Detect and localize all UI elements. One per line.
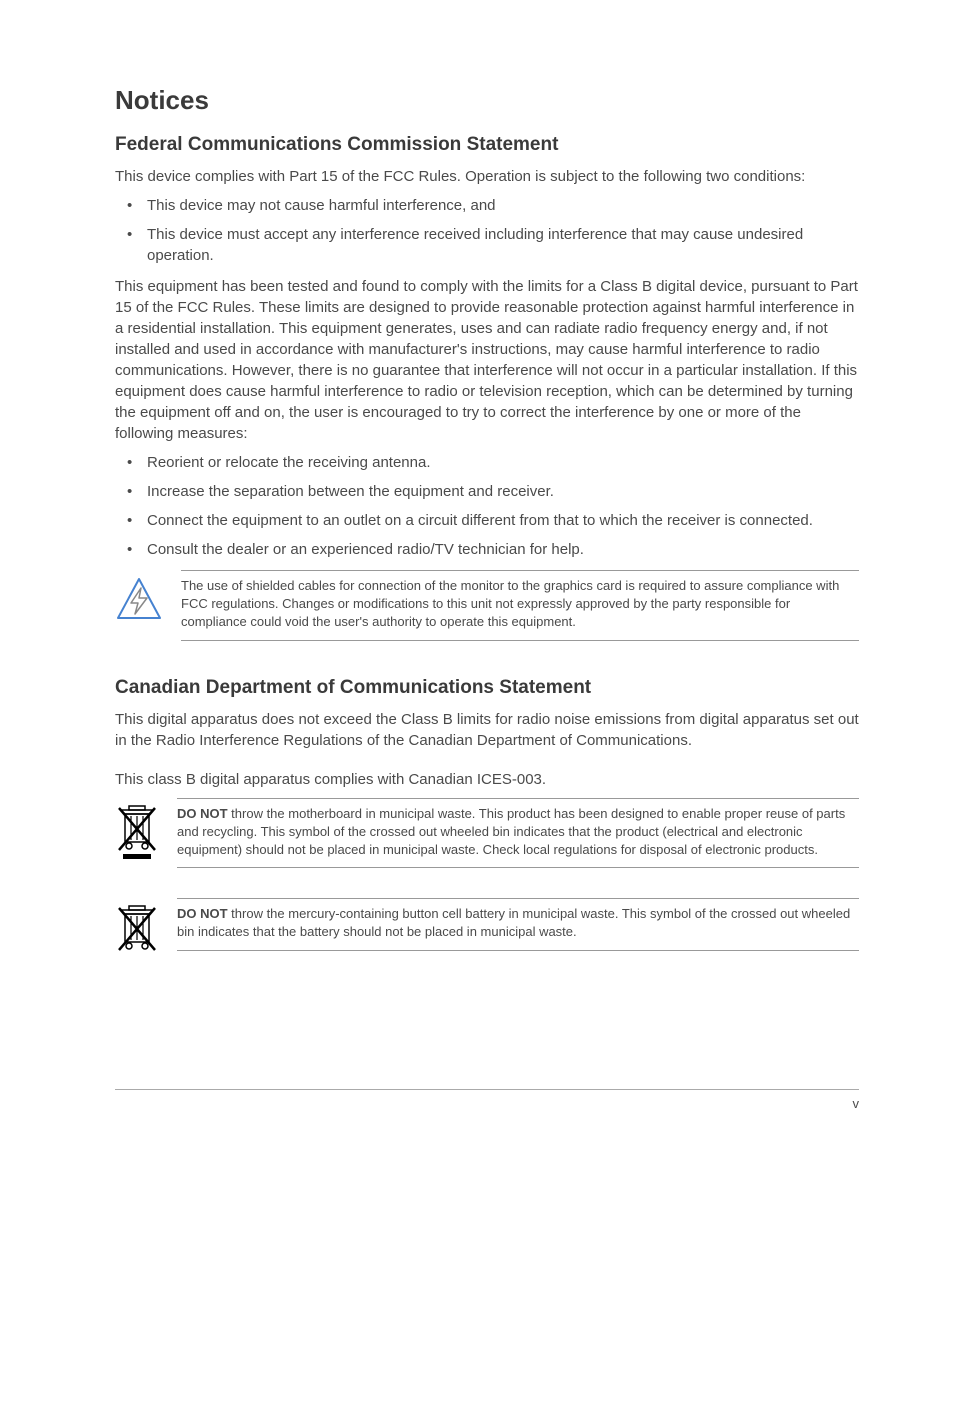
fcc-bullets-2: Reorient or relocate the receiving anten… [115,452,859,560]
donot1-rest: throw the motherboard in municipal waste… [177,806,845,857]
page-number: v [115,1090,859,1111]
weee-callout-2: DO NOT throw the mercury-containing butt… [115,898,859,959]
wheeled-bin-icon [115,898,159,959]
donot1-text: DO NOT throw the motherboard in municipa… [177,805,859,860]
fcc-warning-callout: The use of shielded cables for connectio… [115,570,859,641]
fcc-para2: This equipment has been tested and found… [115,276,859,444]
canadian-para1: This digital apparatus does not exceed t… [115,709,859,751]
fcc-intro: This device complies with Part 15 of the… [115,166,859,187]
donot2-text: DO NOT throw the mercury-containing butt… [177,905,859,941]
donot2-bold: DO NOT [177,906,228,921]
list-item: This device must accept any interference… [115,224,859,266]
page-title: Notices [115,85,859,116]
list-item: Increase the separation between the equi… [115,481,859,502]
list-item: Connect the equipment to an outlet on a … [115,510,859,531]
canadian-para2: This class B digital apparatus complies … [115,769,859,790]
list-item: This device may not cause harmful interf… [115,195,859,216]
donot2-rest: throw the mercury-containing button cell… [177,906,850,939]
warning-icon [115,570,163,629]
fcc-heading: Federal Communications Commission Statem… [115,134,859,156]
wheeled-bin-icon [115,798,159,865]
list-item: Consult the dealer or an experienced rad… [115,539,859,560]
weee-callout-1: DO NOT throw the motherboard in municipa… [115,798,859,869]
fcc-bullets-1: This device may not cause harmful interf… [115,195,859,266]
canadian-heading: Canadian Department of Communications St… [115,677,859,699]
fcc-warning-text: The use of shielded cables for connectio… [181,577,859,632]
list-item: Reorient or relocate the receiving anten… [115,452,859,473]
donot1-bold: DO NOT [177,806,228,821]
